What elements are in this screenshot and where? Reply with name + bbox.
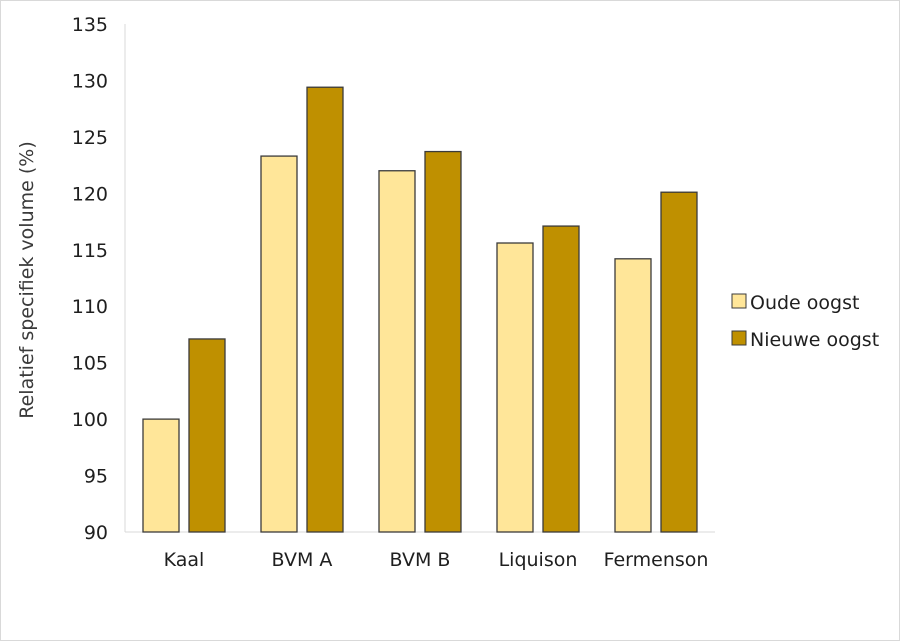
- y-tick-labels: 90 95 100 105 110 115 120 125 130 135: [72, 14, 108, 544]
- x-tick-label: BVM A: [272, 549, 333, 571]
- legend-label: Oude oogst: [750, 292, 859, 314]
- y-tick-label: 130: [72, 70, 108, 92]
- bar-nieuwe-oogst: [306, 86, 344, 533]
- y-tick-label: 110: [72, 296, 108, 318]
- bar-oude-oogst: [496, 242, 534, 533]
- legend-swatch: [731, 330, 747, 346]
- x-tick-label: Kaal: [164, 549, 205, 571]
- legend: Oude oogst Nieuwe oogst: [731, 292, 879, 351]
- x-tick-labels: Kaal BVM A BVM B Liquison Fermenson: [164, 549, 709, 571]
- bar-oude-oogst: [378, 170, 416, 533]
- y-tick-label: 95: [84, 466, 108, 488]
- y-axis-title: Relatief specifiek volume (%): [16, 141, 38, 419]
- bar-oude-oogst: [142, 418, 180, 533]
- x-tick-label: Fermenson: [604, 549, 709, 571]
- bar-oude-oogst: [260, 155, 298, 533]
- bars: [142, 86, 698, 533]
- bar-nieuwe-oogst: [424, 150, 462, 533]
- x-tick-label: Liquison: [499, 549, 578, 571]
- legend-label: Nieuwe oogst: [750, 329, 879, 351]
- legend-swatch: [731, 293, 747, 309]
- y-tick-label: 100: [72, 409, 108, 431]
- y-tick-label: 105: [72, 353, 108, 375]
- y-tick-label: 120: [72, 183, 108, 205]
- y-tick-label: 90: [84, 522, 108, 544]
- x-tick-label: BVM B: [390, 549, 451, 571]
- y-tick-label: 115: [72, 240, 108, 262]
- bar-nieuwe-oogst: [188, 338, 226, 533]
- bar-nieuwe-oogst: [542, 225, 580, 533]
- y-tick-label: 135: [72, 14, 108, 36]
- y-tick-label: 125: [72, 127, 108, 149]
- bar-oude-oogst: [614, 258, 652, 533]
- bar-nieuwe-oogst: [660, 191, 698, 533]
